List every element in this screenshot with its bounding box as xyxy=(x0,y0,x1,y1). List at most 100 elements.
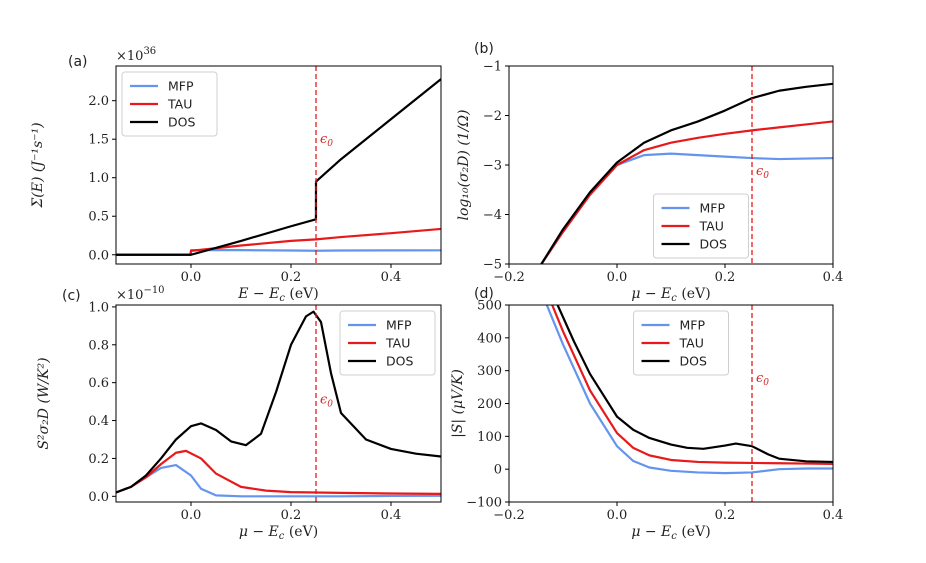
epsilon-label: ϵ0 xyxy=(320,393,333,410)
y-tick-label: 1.0 xyxy=(88,171,109,186)
legend: MFP TAU DOS xyxy=(339,310,436,376)
y-tick-label: 0.5 xyxy=(88,210,109,225)
x-axis-label-sub: c xyxy=(279,293,285,304)
epsilon-subscript: 0 xyxy=(327,139,333,149)
legend-label-dos: DOS xyxy=(386,354,413,369)
y-tick-label: 0.4 xyxy=(88,414,109,429)
panel-b: ϵ0 −0.2 0.0 0.2 0.4 −5 −4 −3 −2 −1 μ − Ec (eV) log₁… xyxy=(456,41,843,304)
axis-multiplier-exponent: 36 xyxy=(143,46,156,57)
legend-box xyxy=(339,310,436,376)
legend-label-tau: TAU xyxy=(167,97,192,112)
x-tick-label: 0.0 xyxy=(607,508,628,523)
x-tick-label: 0.4 xyxy=(823,508,844,523)
x-tick-label: 0.4 xyxy=(823,270,844,285)
series-line-dos xyxy=(540,82,833,264)
panel-label: (b) xyxy=(474,41,494,57)
y-tick-label: 500 xyxy=(477,299,502,314)
x-tick-label: −0.2 xyxy=(493,270,525,285)
y-tick-label: −5 xyxy=(483,258,502,273)
series-line-dos xyxy=(116,78,441,256)
x-axis-label: E − Ec (eV) xyxy=(237,286,318,304)
panel-c: ϵ00.0 0.2 0.40.00.20.40.60.81.0μ − Ec (eV)… xyxy=(36,285,442,542)
x-axis-label-var: μ − E xyxy=(631,286,671,302)
series-line-tau xyxy=(116,449,441,495)
axes-frame xyxy=(115,65,442,265)
x-tick-label: 0.2 xyxy=(281,270,302,285)
x-axis-label-unit: (eV) xyxy=(677,524,711,540)
panel-label: (c) xyxy=(62,288,81,304)
y-tick-label: −3 xyxy=(483,159,502,174)
y-tick-label: −1 xyxy=(483,60,502,75)
series-line-tau xyxy=(551,305,833,466)
x-axis-label-var: μ − E xyxy=(239,524,279,540)
epsilon-label: ϵ0 xyxy=(756,371,769,388)
series-line-mfp xyxy=(545,305,833,475)
panel-label: (d) xyxy=(474,286,494,302)
legend-label-mfp: MFP xyxy=(680,318,706,333)
x-axis-label-unit: (eV) xyxy=(677,286,711,302)
legend-box xyxy=(633,310,729,376)
y-tick-label: 1.0 xyxy=(88,300,109,315)
x-axis-label-sub: c xyxy=(279,531,285,542)
y-tick-label: −4 xyxy=(483,208,502,223)
y-tick-label: 0.2 xyxy=(88,452,109,467)
y-axis-label: |S| (μV/K) xyxy=(450,369,466,438)
x-tick-label: 0.4 xyxy=(381,270,402,285)
axis-multiplier: ×1036 xyxy=(116,46,156,64)
x-tick-label: 0.4 xyxy=(381,508,402,523)
epsilon-label: ϵ0 xyxy=(320,132,333,149)
x-tick-label: 0.2 xyxy=(715,508,736,523)
legend: MFP TAU DOS xyxy=(121,71,218,137)
series-line-tau xyxy=(540,120,833,264)
axes-frame xyxy=(115,304,442,503)
x-axis-label-sub: c xyxy=(671,293,677,304)
epsilon-subscript: 0 xyxy=(327,400,333,410)
x-axis-label: μ − Ec (eV) xyxy=(631,524,710,542)
x-tick-label: −0.2 xyxy=(493,508,525,523)
y-tick-label: 0.0 xyxy=(88,248,109,263)
series-line-dos xyxy=(116,310,441,494)
legend-label-dos: DOS xyxy=(700,237,727,252)
y-tick-label: 0.6 xyxy=(88,376,109,391)
y-axis-label: Σ(E) (J⁻¹s⁻¹) xyxy=(30,122,46,208)
epsilon-label: ϵ0 xyxy=(756,164,769,181)
legend-label-mfp: MFP xyxy=(386,318,412,333)
epsilon-subscript: 0 xyxy=(763,378,769,388)
axis-multiplier: ×10−10 xyxy=(116,285,165,303)
x-axis-label-var: μ − E xyxy=(631,524,671,540)
x-axis-label-sub: c xyxy=(671,531,677,542)
x-tick-label: 0.0 xyxy=(607,270,628,285)
y-tick-label: 0.0 xyxy=(88,490,109,505)
series-line-tau xyxy=(116,227,441,256)
y-tick-label: 300 xyxy=(477,364,502,379)
legend-label-dos: DOS xyxy=(168,115,195,130)
legend-label-dos: DOS xyxy=(680,354,707,369)
y-tick-label: 1.5 xyxy=(88,133,109,148)
epsilon-subscript: 0 xyxy=(763,171,769,181)
legend-box xyxy=(653,193,749,259)
legend-label-tau: TAU xyxy=(699,219,724,234)
legend-label-tau: TAU xyxy=(679,336,704,351)
y-tick-label: 0.8 xyxy=(88,338,109,353)
axis-multiplier-exponent: −10 xyxy=(143,285,164,296)
legend-box xyxy=(121,71,218,137)
y-tick-label: 400 xyxy=(477,331,502,346)
panel-a: ϵ0 0.0 0.2 0.4 0.0 0.5 1.0 1.5 2.0 E − Ec (eV) Σ(E… xyxy=(30,46,442,304)
legend-label-mfp: MFP xyxy=(168,79,194,94)
y-tick-label: −100 xyxy=(466,496,502,511)
legend: MFP TAU DOS xyxy=(653,193,749,259)
legend-label-mfp: MFP xyxy=(700,201,726,216)
y-tick-label: 200 xyxy=(477,397,502,412)
x-axis-label: μ − Ec (eV) xyxy=(631,286,710,304)
x-tick-label: 0.2 xyxy=(715,270,736,285)
x-axis-label: μ − Ec (eV) xyxy=(239,524,318,542)
panel-label: (a) xyxy=(68,54,88,70)
y-axis-label: log₁₀(σ₂D) (1/Ω) xyxy=(456,109,472,220)
y-tick-label: 2.0 xyxy=(88,94,109,109)
y-tick-label: −2 xyxy=(483,109,502,124)
legend-label-tau: TAU xyxy=(385,336,410,351)
y-axis-label: S²σ₂D (W/K²) xyxy=(36,357,52,449)
x-tick-label: 0.2 xyxy=(281,508,302,523)
y-tick-label: 0 xyxy=(494,463,502,478)
